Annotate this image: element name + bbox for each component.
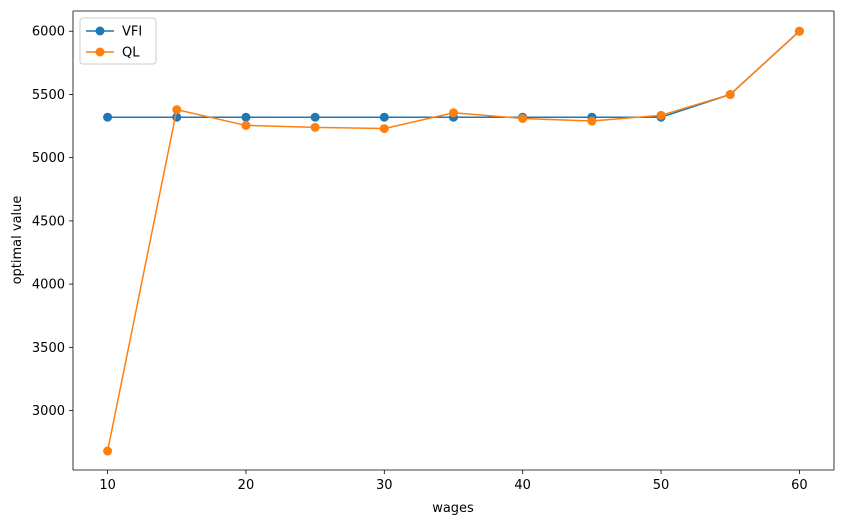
legend-label-ql: QL <box>122 46 140 61</box>
x-axis-label: wages <box>432 501 474 516</box>
x-tick-label: 40 <box>514 478 531 493</box>
y-tick-label: 3000 <box>32 404 65 419</box>
y-tick-label: 4000 <box>32 278 65 293</box>
y-tick-label: 5500 <box>32 88 65 103</box>
y-tick-label: 6000 <box>32 25 65 40</box>
data-point-vfi <box>103 112 113 122</box>
legend-marker-vfi <box>95 26 105 36</box>
axes-frame <box>72 10 835 471</box>
data-point-ql <box>656 110 666 120</box>
legend: VFI QL <box>79 17 157 65</box>
data-point-ql <box>172 105 182 115</box>
data-point-vfi <box>241 112 251 122</box>
data-point-vfi <box>379 112 389 122</box>
data-point-ql <box>518 113 528 123</box>
x-tick-label: 20 <box>238 478 255 493</box>
data-point-ql <box>587 116 597 126</box>
plot-area <box>73 11 834 470</box>
data-point-vfi <box>310 112 320 122</box>
x-axis-ticks: 10 20 30 40 50 60 <box>99 470 808 493</box>
y-tick-label: 5000 <box>32 151 65 166</box>
data-point-ql <box>725 89 735 99</box>
legend-label-vfi: VFI <box>122 25 142 40</box>
data-point-ql <box>103 446 113 456</box>
legend-box <box>79 17 157 65</box>
y-axis-label: optimal value <box>10 196 25 285</box>
x-tick-label: 60 <box>791 478 808 493</box>
x-tick-label: 30 <box>376 478 393 493</box>
y-axis-ticks: 3000 3500 4000 4500 5000 5500 6000 <box>32 25 73 419</box>
x-tick-label: 10 <box>99 478 116 493</box>
data-point-ql <box>794 26 804 36</box>
data-point-ql <box>310 122 320 132</box>
x-tick-label: 50 <box>653 478 670 493</box>
data-point-ql <box>241 120 251 130</box>
data-point-ql <box>379 124 389 134</box>
data-point-ql <box>449 108 458 118</box>
y-tick-label: 3500 <box>32 341 65 356</box>
series-layer <box>103 26 804 456</box>
legend-marker-ql <box>95 47 105 57</box>
y-tick-label: 4500 <box>32 214 65 229</box>
